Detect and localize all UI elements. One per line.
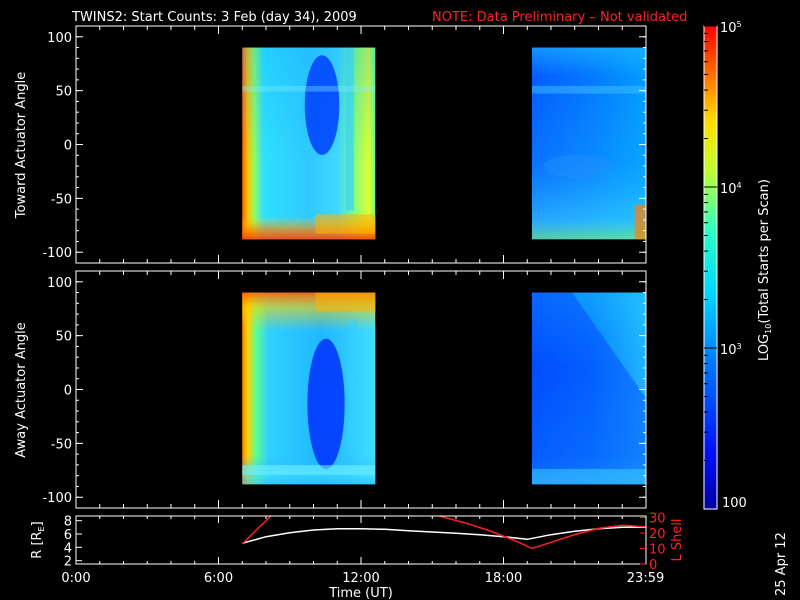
away-dark-wedge (532, 292, 646, 485)
toward-line-feature (242, 85, 376, 92)
x-tick-label-0: 0:00 (61, 571, 90, 586)
toward-ytick-label-1: 50 (55, 85, 72, 100)
toward-ytick-label-4: -100 (42, 246, 72, 261)
toward-streak (345, 47, 354, 211)
away-ytick-label-1: 50 (55, 330, 72, 345)
away-ytick-label-0: 100 (47, 276, 72, 291)
toward-axes: 100 50 0 -50 -100 (42, 25, 647, 264)
orbit-series-0 (242, 526, 646, 545)
colorbar-tick-label-1: 104 (720, 181, 742, 197)
chart-title: TWINS2: Start Counts: 3 Feb (day 34), 20… (71, 10, 357, 25)
toward-edge-hot (634, 204, 646, 240)
colorbar-gradient (703, 25, 718, 510)
orbit-series-2 (439, 516, 646, 550)
colorbar: 105 104 103 LOG10(Total Starts per Scan) 1… (703, 20, 773, 511)
toward-line-feature-2 (532, 85, 646, 94)
heatmap-features (242, 47, 646, 485)
orbit-ytick-right-label-0: 30 (649, 512, 666, 527)
away-streak (348, 321, 357, 456)
colorbar-bottom-label: 100 (722, 496, 747, 511)
toward-panel (242, 47, 646, 240)
orbit-ytick-left-label-2: 4 (64, 541, 72, 556)
toward-noise-band (315, 214, 376, 234)
toward-ytick-label-3: -50 (51, 192, 72, 207)
x-tick-label-1: 6:00 (204, 571, 233, 586)
orbit-ytick-right-label-1: 20 (649, 527, 666, 542)
orbit-ytick-right-label-2: 10 (649, 543, 666, 558)
away-ytick-label-2: 0 (64, 384, 72, 399)
away-bottom-band (242, 465, 376, 475)
orbit-ytick-right-label-3: 0 (649, 558, 657, 573)
colorbar-label: LOG10(Total Starts per Scan) (757, 179, 773, 361)
away-low-region (307, 338, 345, 469)
colorbar-tick-label-2: 103 (720, 342, 742, 358)
orbit-ytick-left-label-0: 8 (64, 515, 72, 530)
toward-ylabel: Toward Actuator Angle (14, 72, 29, 219)
toward-blob (543, 154, 612, 178)
away-ytick-label-3: -50 (51, 437, 72, 452)
chart-note: NOTE: Data Preliminary – Not validated (432, 10, 687, 25)
x-tick-label-4: 23:59 (627, 571, 664, 586)
x-tick-label-3: 18:00 (485, 571, 522, 586)
away-block-1-shade (532, 292, 646, 485)
orbit-ytick-left-label-1: 6 (64, 528, 72, 543)
toward-low-region (304, 55, 340, 155)
x-axis-label: Time (UT) (328, 586, 393, 600)
footer-date: 25 Apr 12 (774, 532, 789, 596)
away-ylabel: Away Actuator Angle (14, 322, 29, 457)
away-ytick-label-4: -100 (42, 491, 72, 506)
toward-ytick-label-2: 0 (64, 139, 72, 154)
orbit-ylabel-left: R [RE] (30, 521, 46, 558)
away-bottom-band-2 (532, 468, 646, 485)
away-top-band (315, 292, 376, 312)
orbit-ytick-left-label-3: 2 (64, 555, 72, 570)
away-axes: 100 50 0 -50 -100 (42, 270, 647, 509)
orbit-series-1 (241, 516, 272, 545)
orbit-ylabel-right: L Shell (670, 518, 685, 561)
x-tick-label-2: 12:00 (342, 571, 379, 586)
toward-block-1-shade (532, 47, 646, 240)
toward-ytick-label-0: 100 (47, 31, 72, 46)
colorbar-tick-label-0: 105 (720, 20, 742, 36)
